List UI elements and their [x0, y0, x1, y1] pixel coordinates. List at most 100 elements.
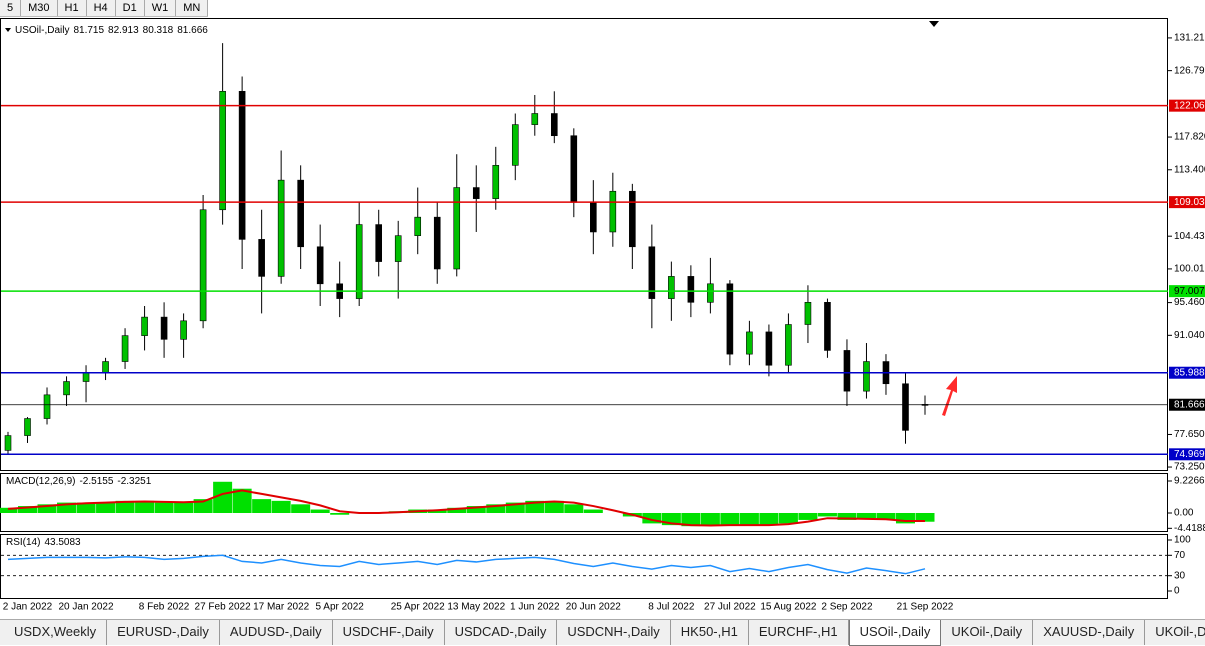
- macd-name: MACD(12,26,9): [6, 476, 75, 487]
- candle-body: [629, 190, 636, 248]
- header-open: 81.715: [73, 25, 104, 36]
- chart-tab[interactable]: USOil-,Daily: [848, 620, 942, 646]
- macd-bar: [37, 504, 57, 513]
- timeframe-button[interactable]: 5: [0, 0, 22, 16]
- candle-body: [375, 224, 383, 262]
- y-tick-label: 104.430: [1174, 231, 1205, 242]
- y-tick-label: 70: [1174, 550, 1186, 561]
- y-tick-label: 77.650: [1174, 429, 1205, 440]
- candle-body: [726, 283, 734, 355]
- x-tick-label: 17 Mar 2022: [253, 602, 310, 613]
- x-tick-label: 20 Jun 2022: [566, 602, 621, 613]
- y-tick-label: 30: [1174, 570, 1186, 581]
- macd-bar: [739, 512, 759, 526]
- y-tick-label: 113.400: [1174, 164, 1205, 175]
- rsi-line: [7, 554, 926, 575]
- timeframe-button[interactable]: W1: [145, 0, 177, 16]
- header-arrow: [5, 28, 11, 32]
- macd-bar: [798, 512, 818, 520]
- macd-bar: [564, 504, 584, 513]
- y-tick-label: 9.2266: [1174, 476, 1205, 487]
- candle-body: [785, 324, 792, 366]
- chart-tab[interactable]: EURUSD-,Daily: [107, 620, 220, 645]
- chart-tab[interactable]: UKOil-,Daily: [941, 620, 1034, 645]
- macd-signal-value: -2.3251: [117, 476, 151, 487]
- level-label-box: [1169, 196, 1205, 209]
- level-label: 109.030: [1174, 197, 1205, 208]
- candle-body: [199, 209, 207, 322]
- macd-bar: [856, 512, 876, 519]
- main-frame: [0, 18, 1168, 471]
- x-tick-label: 21 Sep 2022: [897, 602, 954, 613]
- rsi-name: RSI(14): [6, 537, 40, 548]
- candle-body: [277, 179, 285, 277]
- chart-tab[interactable]: XAUUSD-,Daily: [1033, 620, 1146, 645]
- y-tick-label: 91.040: [1174, 330, 1205, 341]
- candle-body: [160, 316, 168, 340]
- candle-body: [863, 361, 870, 392]
- candle-body: [394, 235, 402, 262]
- candle-body: [824, 302, 831, 351]
- header-symbol: USOil-,Daily: [15, 25, 69, 36]
- candle-body: [472, 187, 480, 199]
- macd-bar: [174, 502, 194, 513]
- level-label: 122.060: [1174, 100, 1205, 111]
- x-tick-label: 27 Feb 2022: [195, 602, 252, 613]
- candle-body: [82, 372, 90, 382]
- chart-tab[interactable]: HK50-,H1: [671, 620, 749, 645]
- macd-bar: [330, 512, 350, 515]
- chart-tab[interactable]: USDCHF-,Daily: [333, 620, 445, 645]
- macd-signal: [7, 489, 926, 527]
- y-tick-label: 131.210: [1174, 33, 1205, 44]
- candle-body: [24, 418, 31, 436]
- timeframe-button[interactable]: M30: [21, 0, 58, 16]
- chart-tab[interactable]: AUDUSD-,Daily: [220, 620, 333, 645]
- candle-body: [316, 246, 324, 285]
- macd-bar: [915, 512, 935, 522]
- candle-body: [238, 90, 246, 240]
- candle-body: [746, 331, 753, 355]
- candle-body: [141, 316, 148, 336]
- level-label-box: [1169, 366, 1205, 379]
- chart-tabs: USDX,Weekly EURUSD-,Daily AUDUSD-,Daily USD…: [0, 619, 1205, 646]
- chart-tab[interactable]: UKOil-,Da: [1145, 620, 1205, 645]
- macd-frame: [0, 473, 1168, 532]
- candle-body: [102, 361, 109, 373]
- macd-bar: [96, 502, 116, 513]
- x-tick-label: 2 Jan 2022: [3, 602, 53, 613]
- x-tick-label: 15 Aug 2022: [760, 602, 817, 613]
- candle-body: [550, 113, 558, 137]
- timeframe-button[interactable]: H4: [87, 0, 116, 16]
- macd-bar: [213, 481, 233, 513]
- timeframe-button[interactable]: MN: [176, 0, 209, 16]
- x-tick-label: 5 Apr 2022: [315, 602, 364, 613]
- macd-bar: [759, 512, 779, 526]
- timeframe-button[interactable]: D1: [116, 0, 145, 16]
- macd-bar: [486, 504, 506, 513]
- y-tick-label: 100.010: [1174, 264, 1205, 275]
- candle-body: [492, 165, 500, 199]
- candle-body: [355, 224, 363, 299]
- candle-body: [63, 381, 70, 396]
- timeframe-toolbar: 5 M30 H1 H4 D1 W1 MN: [0, 0, 209, 17]
- header-low: 80.318: [143, 25, 174, 36]
- chart-window: 131.210 126.790 117.820 113.400 104.430 100.0…: [0, 18, 1205, 613]
- macd-bar: [544, 500, 564, 513]
- chart-tab[interactable]: EURCHF-,H1: [749, 620, 849, 645]
- candle-body: [258, 239, 265, 277]
- macd-bar: [700, 512, 720, 526]
- macd-bar: [837, 512, 857, 520]
- chart-tab[interactable]: USDCNH-,Daily: [557, 620, 671, 645]
- timeframe-button[interactable]: H1: [58, 0, 87, 16]
- x-tick-label: 8 Feb 2022: [139, 602, 190, 613]
- y-tick-label: 0: [1174, 586, 1180, 597]
- chart-tab[interactable]: USDCAD-,Daily: [445, 620, 558, 645]
- level-label-box: [1169, 99, 1205, 112]
- y-tick-label: 117.820: [1174, 132, 1205, 143]
- macd-bar: [271, 500, 291, 513]
- header-high: 82.913: [108, 25, 139, 36]
- shift-marker: [929, 21, 939, 27]
- chart-tab[interactable]: USDX,Weekly: [4, 620, 108, 645]
- y-tick-label: 126.790: [1174, 65, 1205, 76]
